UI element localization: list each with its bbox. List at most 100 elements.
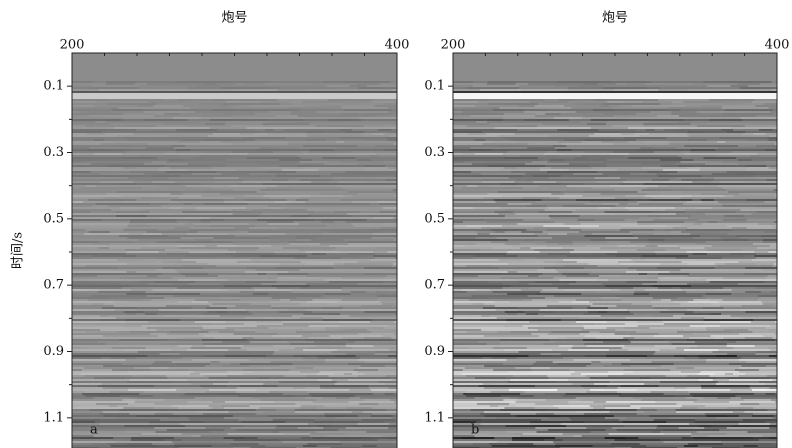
texture [240,363,294,366]
texture [382,207,397,210]
texture [202,183,239,186]
texture [249,403,296,406]
texture [525,313,539,316]
texture [217,97,249,100]
texture [567,101,608,104]
texture [230,153,249,156]
y-tick-label: 1.1 [43,410,64,425]
texture [724,195,734,198]
texture [72,169,121,172]
texture [536,445,556,448]
texture [453,101,479,104]
texture [182,211,230,214]
texture [649,199,693,202]
texture [93,437,114,440]
texture [586,365,605,368]
texture [630,405,683,408]
texture [340,129,353,132]
texture [232,115,277,118]
texture [179,191,204,194]
texture [727,407,754,410]
texture [474,175,523,178]
texture [453,139,475,142]
texture [671,189,727,192]
texture [262,183,318,186]
texture [669,271,707,274]
texture [605,407,641,410]
texture [226,307,273,310]
texture [654,129,665,132]
texture [686,339,730,342]
texture [182,215,217,218]
texture [374,353,397,356]
texture [572,307,588,310]
texture [275,347,296,350]
texture [713,199,747,202]
texture [132,433,143,436]
texture [695,419,744,422]
texture [209,119,238,122]
texture [546,305,592,308]
texture [656,427,680,430]
texture [72,417,116,420]
texture [776,117,777,120]
texture [231,151,274,154]
texture [146,231,198,234]
texture [183,159,227,162]
texture [357,405,397,408]
texture [393,217,397,220]
texture [200,219,225,222]
texture [589,165,607,168]
texture [272,151,301,154]
texture [135,255,187,258]
texture [607,357,646,360]
texture [757,299,777,302]
texture [558,155,582,158]
texture [486,361,537,364]
texture [176,129,218,132]
texture [699,357,742,360]
texture [94,377,126,380]
texture [566,131,621,134]
texture [165,101,188,104]
texture [616,429,664,432]
texture [680,287,724,290]
texture [731,187,777,190]
texture [701,175,753,178]
texture [640,423,690,426]
texture [773,263,777,266]
texture [483,401,517,404]
x-tick-label: 200 [441,38,466,53]
texture [388,151,397,154]
texture [261,141,289,144]
texture [259,163,296,166]
texture [656,347,677,350]
texture [185,425,212,428]
texture [759,369,777,372]
texture [716,397,732,400]
texture [680,407,699,410]
texture [255,161,300,164]
texture [72,321,126,324]
texture [209,305,236,308]
texture [321,241,349,244]
texture [591,361,601,364]
texture [150,225,196,228]
texture [633,371,682,374]
texture [772,95,777,98]
texture [685,105,703,108]
texture [496,375,514,378]
texture [501,221,555,224]
texture [658,175,689,178]
texture [700,199,715,202]
texture [464,367,516,370]
texture [303,91,322,94]
texture [453,341,479,344]
texture [229,289,256,292]
texture [365,167,389,170]
texture [391,129,397,132]
texture [232,241,280,244]
texture [660,265,718,268]
texture [453,205,501,208]
texture [385,165,397,168]
